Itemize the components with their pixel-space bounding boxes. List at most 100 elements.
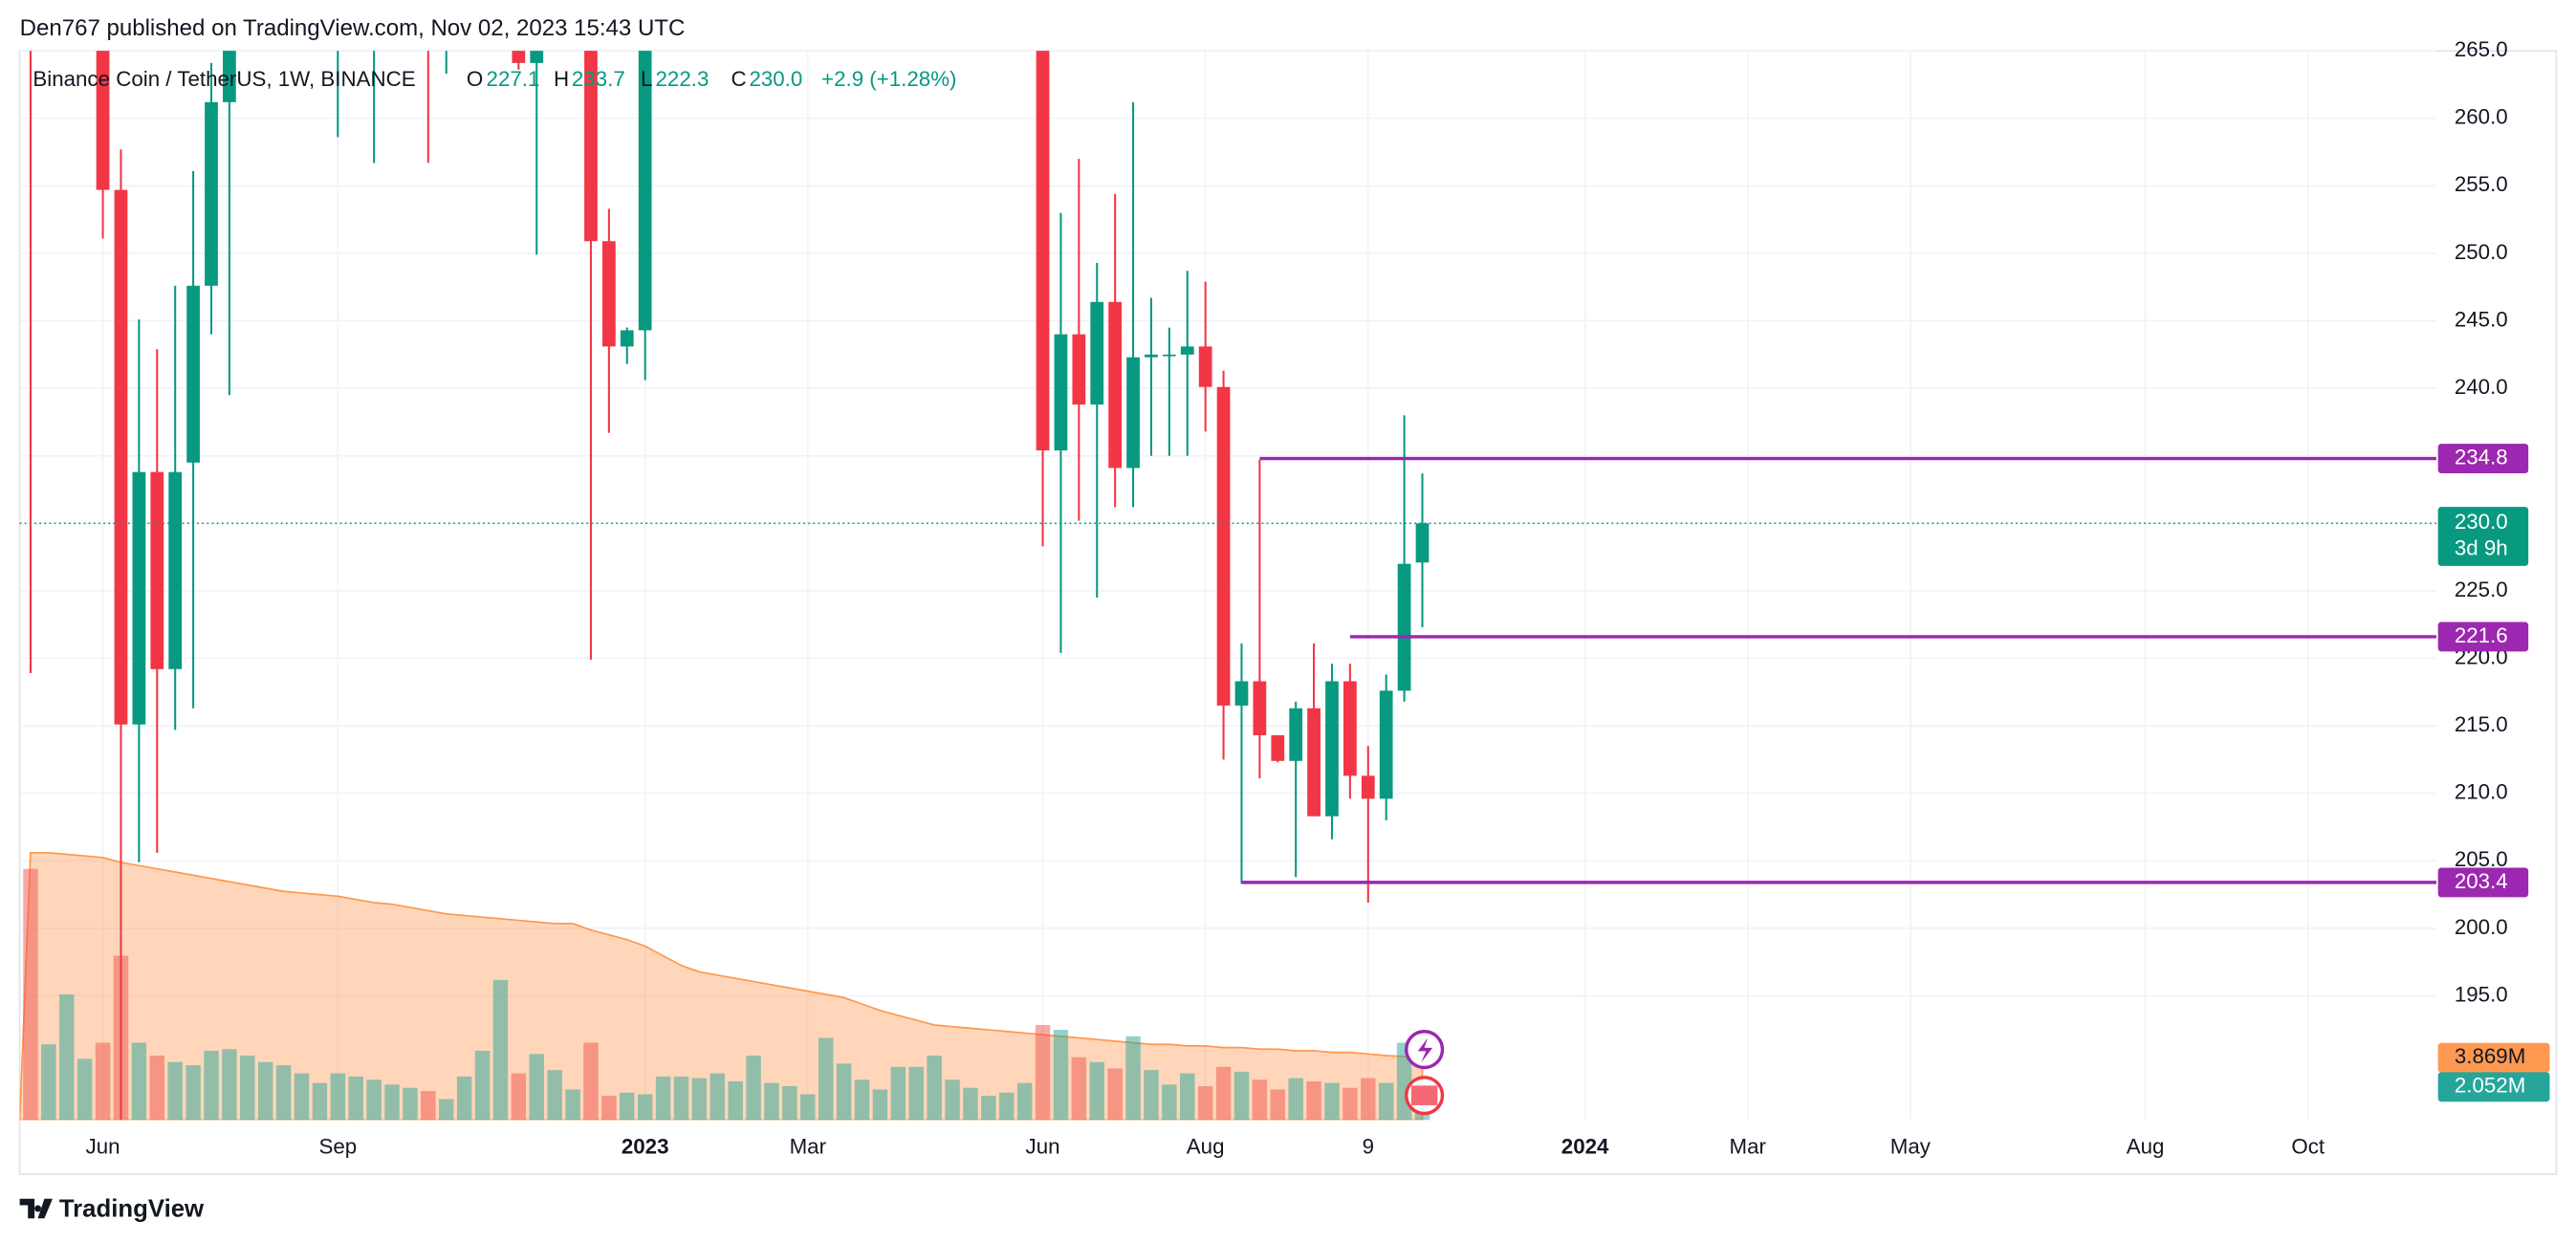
candle-body (1126, 357, 1140, 469)
volume-bar (583, 1042, 599, 1121)
volume-bar (421, 1091, 436, 1121)
volume-bar (890, 1066, 906, 1121)
x-tick-label: Aug (1187, 1134, 1225, 1158)
volume-bar (998, 1092, 1015, 1121)
volume-bar (1180, 1073, 1195, 1121)
y-tick-label: 225.0 (2455, 578, 2508, 601)
volume-bar (908, 1066, 924, 1121)
open-key: O (467, 67, 483, 91)
volume-bar (691, 1078, 708, 1121)
candle-body (1162, 354, 1176, 357)
volume-bar (1378, 1082, 1394, 1121)
candle-body (512, 51, 526, 63)
candle-body (186, 285, 200, 463)
candle-body (1072, 334, 1086, 405)
volume-bar (800, 1094, 816, 1121)
volume-bar (1053, 1030, 1069, 1121)
volume-bar (204, 1050, 219, 1121)
volume-bar (1016, 1082, 1033, 1121)
event-icons (1404, 1030, 1445, 1116)
volume-bar (836, 1063, 852, 1121)
volume-bar (547, 1070, 562, 1121)
candle-body (1180, 346, 1194, 355)
volume-bar (403, 1087, 418, 1121)
y-tick-label: 205.0 (2455, 847, 2508, 871)
level-label: 203.4 (2455, 869, 2508, 893)
volume-bar (149, 1056, 165, 1121)
volume-bar (637, 1094, 653, 1121)
last-price-label: 230.0 (2455, 510, 2508, 534)
candle-body (205, 101, 218, 286)
candle-body (132, 471, 146, 725)
volume-bar (1035, 1025, 1051, 1121)
volume-bar (1252, 1079, 1268, 1121)
volume-bar (529, 1054, 544, 1121)
volume-bar (728, 1080, 743, 1121)
symbol: Binance Coin / TetherUS, 1W, BINANCE (33, 67, 415, 91)
candle-body (168, 471, 183, 669)
volume-bar (764, 1082, 779, 1121)
volume-bar (492, 979, 509, 1121)
candle-body (1415, 523, 1430, 563)
volume-bar (511, 1073, 527, 1121)
volume-bar (438, 1099, 454, 1121)
volume-bar (1125, 1036, 1141, 1121)
volume-bar (872, 1089, 888, 1121)
x-tick-label: May (1890, 1134, 1932, 1158)
candle-body (1145, 354, 1158, 358)
volume-bar (59, 994, 75, 1121)
volume-bar (312, 1082, 328, 1121)
candle-body (1271, 734, 1285, 761)
candle-body (96, 51, 110, 190)
x-tick-label: Jun (1026, 1134, 1060, 1158)
y-tick-label: 250.0 (2455, 240, 2508, 264)
volume-ma-label: 3.869M (2455, 1044, 2525, 1068)
x-tick-label: Mar (790, 1134, 827, 1158)
candles (29, 51, 1430, 1121)
volume-bar (131, 1042, 147, 1121)
candle-body (1343, 681, 1357, 776)
volume-bar (167, 1061, 183, 1121)
volume-bar (1215, 1066, 1232, 1121)
candle-body (584, 51, 598, 242)
overlays: 230.03d 9h 234.8 221.6 203.4 3.869M 2.052M (19, 444, 2550, 1102)
low-key: L (641, 67, 652, 91)
y-tick-label: 245.0 (2455, 307, 2508, 331)
volume-bar (673, 1076, 689, 1121)
candle-body (1325, 681, 1339, 817)
volume-bar (746, 1056, 761, 1121)
candle-body (1036, 51, 1050, 451)
y-tick-label: 200.0 (2455, 915, 2508, 939)
y-tick-label: 195.0 (2455, 982, 2508, 1006)
candle-body (1307, 708, 1321, 817)
volume-pane (19, 851, 1430, 1121)
candle-body (620, 330, 634, 347)
volume-bar (1324, 1082, 1340, 1121)
volume-ma-tag (2437, 1042, 2550, 1073)
countdown: 3d 9h (2455, 536, 2508, 560)
level-tag (2437, 622, 2529, 652)
volume-bar (945, 1079, 960, 1121)
candle-body (530, 51, 544, 63)
volume-bar (927, 1056, 942, 1121)
candle-body (223, 51, 236, 102)
volume-label: 2.052M (2455, 1074, 2525, 1098)
close-value: 230.0 (749, 67, 802, 91)
volume-bar (384, 1084, 400, 1121)
x-tick-label: Aug (2127, 1134, 2165, 1158)
candle-body (150, 471, 164, 669)
volume-bar (1361, 1078, 1376, 1121)
volume-bar (240, 1056, 255, 1121)
volume-bar (1288, 1078, 1303, 1121)
y-tick-label: 210.0 (2455, 780, 2508, 804)
brand-logo (19, 1198, 53, 1219)
volume-bar (76, 1058, 93, 1121)
y-tick-label: 215.0 (2455, 712, 2508, 736)
volume-bar (330, 1073, 346, 1121)
level-tag (2437, 444, 2529, 473)
x-tick-label: 9 (1363, 1134, 1374, 1158)
volume-bar (1144, 1070, 1159, 1121)
brand-name: TradingView (59, 1196, 205, 1223)
